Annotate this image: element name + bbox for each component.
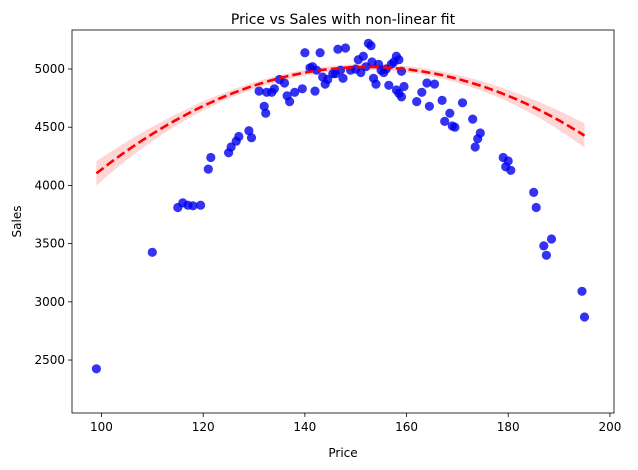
plot-frame xyxy=(71,29,615,414)
data-point xyxy=(450,122,460,132)
chart-title: Price vs Sales with non-linear fit xyxy=(231,12,456,28)
data-point xyxy=(503,156,513,166)
y-tick-label: 4500 xyxy=(34,120,65,134)
data-point xyxy=(399,81,409,92)
data-point xyxy=(196,200,206,210)
y-tick-label: 5000 xyxy=(34,62,65,76)
data-point xyxy=(445,108,455,118)
data-point xyxy=(290,87,300,97)
x-tick-label: 140 xyxy=(293,420,316,434)
data-point xyxy=(506,165,516,175)
data-point xyxy=(259,101,269,111)
data-point xyxy=(539,241,549,251)
x-axis: 100 120 140 160 180 200 xyxy=(90,413,621,434)
x-tick-label: 180 xyxy=(497,420,520,434)
data-point xyxy=(457,98,468,108)
data-point xyxy=(340,43,351,53)
y-axis-label: Sales xyxy=(10,206,24,238)
x-axis-label: Price xyxy=(328,446,357,460)
data-point xyxy=(396,92,407,102)
data-point xyxy=(234,131,244,142)
x-tick-label: 100 xyxy=(90,420,113,434)
data-point xyxy=(470,142,480,152)
y-tick-label: 3500 xyxy=(34,237,65,251)
data-point xyxy=(468,114,478,124)
data-point xyxy=(429,79,440,89)
data-point xyxy=(315,48,325,58)
data-point xyxy=(279,78,290,88)
data-point xyxy=(424,101,434,111)
x-tick-label: 160 xyxy=(395,420,418,434)
y-axis: 2500 3000 3500 4000 4500 5000 xyxy=(34,62,72,367)
data-point xyxy=(91,364,101,374)
data-point xyxy=(417,87,427,97)
data-point xyxy=(529,187,539,197)
data-point xyxy=(394,55,404,65)
data-point xyxy=(579,312,590,322)
data-point xyxy=(310,86,320,96)
x-tick-label: 120 xyxy=(192,420,215,434)
data-point xyxy=(358,51,368,61)
data-point xyxy=(297,84,307,94)
data-point xyxy=(371,79,381,89)
data-point xyxy=(440,116,450,126)
data-point xyxy=(333,44,343,54)
data-point xyxy=(244,126,254,136)
data-point xyxy=(246,133,257,143)
plot-area xyxy=(71,29,615,414)
data-point xyxy=(203,164,213,174)
y-tick-label: 2500 xyxy=(34,353,65,367)
x-tick-label: 200 xyxy=(598,420,621,434)
data-point xyxy=(366,41,376,51)
data-point xyxy=(300,48,310,58)
data-point xyxy=(412,97,422,107)
data-point xyxy=(577,286,587,296)
data-point xyxy=(531,202,541,213)
data-point xyxy=(254,86,264,96)
data-point xyxy=(188,201,198,211)
fit-line xyxy=(95,65,586,175)
data-point xyxy=(206,152,216,163)
data-point xyxy=(541,250,552,260)
data-point xyxy=(475,128,485,138)
data-point xyxy=(147,247,157,257)
data-point xyxy=(546,234,557,244)
data-point xyxy=(338,73,348,83)
data-point xyxy=(437,95,447,105)
data-point xyxy=(312,65,322,75)
data-point xyxy=(269,84,279,94)
data-point xyxy=(261,108,271,118)
data-point xyxy=(285,97,295,107)
data-point xyxy=(384,80,394,90)
y-tick-label: 4000 xyxy=(34,178,65,192)
y-tick-label: 3000 xyxy=(34,295,65,309)
data-point xyxy=(422,78,432,88)
